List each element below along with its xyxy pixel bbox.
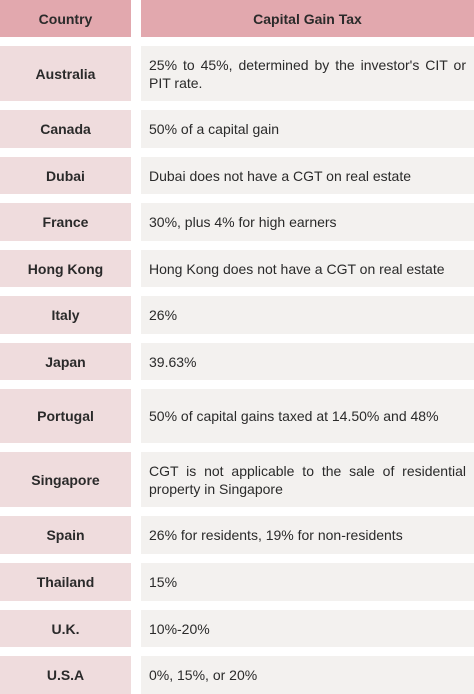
table-row: Thailand 15% bbox=[0, 563, 474, 601]
tax-cell: 10%-20% bbox=[141, 610, 474, 647]
tax-text: CGT is not applicable to the sale of res… bbox=[149, 462, 466, 497]
tax-cell: 26% bbox=[141, 296, 474, 334]
country-cell: Singapore bbox=[0, 452, 131, 507]
country-cell: Thailand bbox=[0, 563, 131, 601]
tax-text: 26% for residents, 19% for non-residents bbox=[149, 527, 403, 543]
table-row: Italy 26% bbox=[0, 296, 474, 334]
tax-text: Hong Kong does not have a CGT on real es… bbox=[149, 260, 445, 277]
tax-text: 26% bbox=[149, 307, 178, 323]
country-cell: Canada bbox=[0, 110, 131, 148]
tax-text: 25% to 45%, determined by the investor's… bbox=[149, 56, 466, 91]
table-row: Spain 26% for residents, 19% for non-res… bbox=[0, 516, 474, 554]
table-row: Hong Kong Hong Kong does not have a CGT … bbox=[0, 250, 474, 287]
country-cell: U.S.A bbox=[0, 656, 131, 694]
tax-cell: 30%, plus 4% for high earners bbox=[141, 203, 474, 241]
tax-text: Dubai does not have a CGT on real estate bbox=[149, 167, 412, 184]
tax-cell: 15% bbox=[141, 563, 474, 601]
country-cell: Portugal bbox=[0, 389, 131, 443]
table-row: U.K. 10%-20% bbox=[0, 610, 474, 647]
tax-cell: 39.63% bbox=[141, 343, 474, 380]
table-row: U.S.A 0%, 15%, or 20% bbox=[0, 656, 474, 694]
country-cell: Italy bbox=[0, 296, 131, 334]
tax-cell: 26% for residents, 19% for non-residents bbox=[141, 516, 474, 554]
table-row: France 30%, plus 4% for high earners bbox=[0, 203, 474, 241]
table-row: Canada 50% of a capital gain bbox=[0, 110, 474, 148]
country-cell: U.K. bbox=[0, 610, 131, 647]
tax-cell: 50% of capital gains taxed at 14.50% and… bbox=[141, 389, 474, 443]
country-cell: Spain bbox=[0, 516, 131, 554]
tax-cell: Dubai does not have a CGT on real estate bbox=[141, 157, 474, 194]
table-row: Singapore CGT is not applicable to the s… bbox=[0, 452, 474, 507]
tax-cell: Hong Kong does not have a CGT on real es… bbox=[141, 250, 474, 287]
tax-text: 0%, 15%, or 20% bbox=[149, 667, 258, 683]
country-cell: Hong Kong bbox=[0, 250, 131, 287]
header-capital-gain-tax: Capital Gain Tax bbox=[141, 0, 474, 37]
table-row: Australia 25% to 45%, determined by the … bbox=[0, 46, 474, 101]
tax-text: 39.63% bbox=[149, 353, 197, 370]
tax-cell: CGT is not applicable to the sale of res… bbox=[141, 452, 474, 507]
header-country: Country bbox=[0, 0, 131, 37]
table-row: Portugal 50% of capital gains taxed at 1… bbox=[0, 389, 474, 443]
tax-text: 50% of capital gains taxed at 14.50% and… bbox=[149, 408, 439, 424]
tax-text: 10%-20% bbox=[149, 620, 210, 637]
country-cell: France bbox=[0, 203, 131, 241]
country-cell: Australia bbox=[0, 46, 131, 101]
country-cell: Japan bbox=[0, 343, 131, 380]
tax-cell: 0%, 15%, or 20% bbox=[141, 656, 474, 694]
tax-text: 50% of a capital gain bbox=[149, 121, 279, 137]
table-row: Japan 39.63% bbox=[0, 343, 474, 380]
country-cell: Dubai bbox=[0, 157, 131, 194]
tax-cell: 50% of a capital gain bbox=[141, 110, 474, 148]
tax-text: 30%, plus 4% for high earners bbox=[149, 214, 337, 230]
tax-text: 15% bbox=[149, 574, 178, 590]
table-row: Dubai Dubai does not have a CGT on real … bbox=[0, 157, 474, 194]
tax-cell: 25% to 45%, determined by the investor's… bbox=[141, 46, 474, 101]
